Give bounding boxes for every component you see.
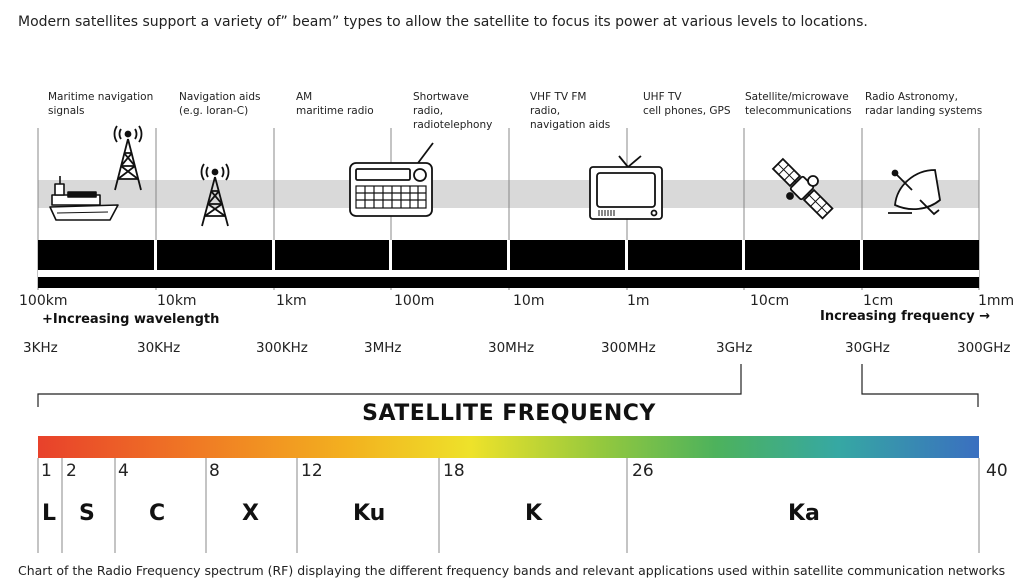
radio-receiver-icon [349,142,434,217]
frequency-label: 300KHz [256,340,308,356]
app-label-uhf: UHF TV cell phones, GPS [643,91,731,117]
app-label-am-radio: AM maritime radio [296,91,374,117]
band-c: C [149,501,166,526]
ship-icon [49,176,119,221]
app-label-vhf: VHF TV FM radio, navigation aids [530,91,611,131]
satellite-range-bracket [37,364,979,407]
wavelength-bar [38,240,979,288]
frequency-label: 30KHz [137,340,181,356]
wavelength-tick: 1m [627,293,650,309]
band-boundary: 40 [986,461,1008,481]
frequency-label: 3MHz [364,340,402,356]
frequency-label: 3GHz [716,340,753,356]
radio-tower-icon [113,125,143,191]
band-x: X [242,501,259,526]
band-s: S [79,501,95,526]
increasing-frequency-note: Increasing frequency → [820,309,991,324]
satellite-icon [771,157,834,220]
band-boundary: 12 [301,461,323,481]
radio-tower-icon [200,163,230,227]
app-label-maritime: Maritime navigation signals [48,91,154,117]
band-boundary: 2 [66,461,77,481]
satellite-frequency-title: SATELLITE FREQUENCY [362,401,656,426]
app-label-radio-astronomy: Radio Astronomy, radar landing systems [865,91,983,117]
wavelength-tick: 10m [513,293,545,309]
frequency-label: 3KHz [23,340,58,356]
frequency-label: 30GHz [845,340,890,356]
app-label-shortwave: Shortwave radio, radiotelephony [413,91,493,131]
wavelength-tick: 1km [276,293,307,309]
wavelength-tick: 1mm [978,293,1015,309]
wavelength-tick: 10cm [750,293,790,309]
frequency-label: 300MHz [601,340,656,356]
band-k: K [525,501,543,526]
figure-caption: Chart of the Radio Frequency spectrum (R… [18,563,1006,578]
band-boundary: 8 [209,461,220,481]
band-boundary: 1 [41,461,52,481]
television-icon [589,155,663,220]
satellite-dish-icon [888,169,941,216]
frequency-gradient-bar [38,436,979,458]
band-ka: Ka [788,501,820,526]
frequency-label: 300GHz [957,340,1011,356]
band-l: L [42,501,57,526]
wavelength-tick: 100km [19,293,68,309]
wavelength-tick: 10km [157,293,197,309]
band-ku: Ku [353,501,386,526]
band-boundary: 4 [118,461,129,481]
band-boundary: 26 [632,461,654,481]
wavelength-tick: 1cm [863,293,894,309]
wavelength-tick: 100m [394,293,435,309]
increasing-wavelength-note: +Increasing wavelength [42,312,220,327]
band-boundary: 18 [443,461,465,481]
frequency-label: 30MHz [488,340,535,356]
intro-text: Modern satellites support a variety of” … [18,14,868,30]
band-dividers [37,458,980,553]
app-label-satellite-microwave: Satellite/microwave telecommunications [745,91,852,117]
app-label-navigation-aids: Navigation aids (e.g. loran-C) [179,91,261,117]
